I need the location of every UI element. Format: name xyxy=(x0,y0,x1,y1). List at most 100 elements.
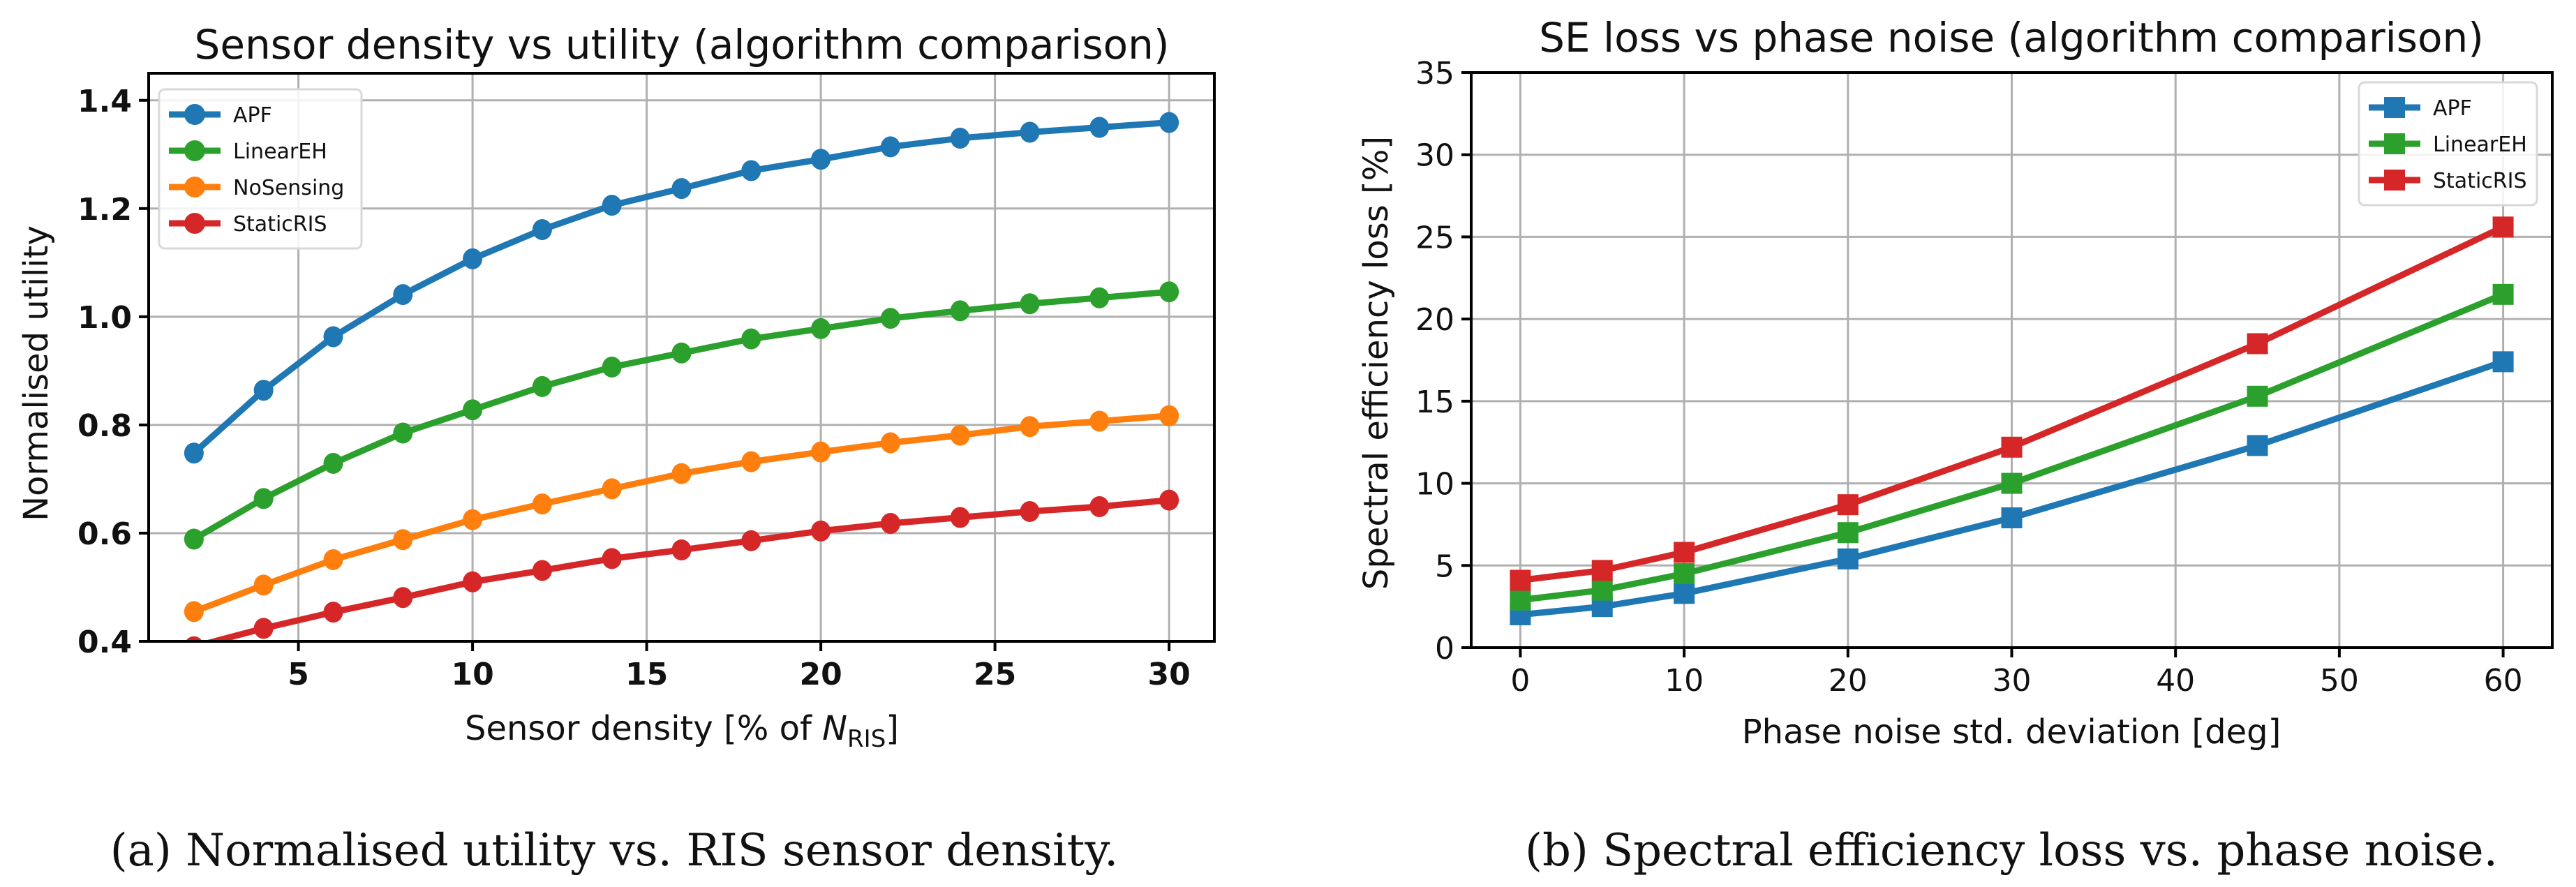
data-point xyxy=(1159,281,1179,303)
data-point xyxy=(880,432,900,454)
series-staticris xyxy=(185,489,1179,641)
data-point xyxy=(2492,216,2514,238)
data-point xyxy=(532,493,552,515)
data-point xyxy=(393,529,413,551)
data-point xyxy=(1020,293,1040,315)
data-point xyxy=(463,248,483,269)
data-point xyxy=(1089,495,1110,517)
data-point xyxy=(1089,117,1110,138)
data-point xyxy=(1674,583,1695,604)
data-point xyxy=(1837,548,1859,569)
legend-item: StaticRIS xyxy=(169,212,327,237)
legend-label: LinearEH xyxy=(233,140,327,164)
y-tick-label: 20 xyxy=(1415,302,1454,338)
legend: APF LinearEH NoSensing StaticRIS xyxy=(158,88,363,250)
data-point xyxy=(1837,522,1859,544)
data-point xyxy=(184,601,204,623)
data-point xyxy=(1159,112,1179,133)
data-point xyxy=(2247,385,2268,407)
y-tick-label: 35 xyxy=(1415,56,1454,91)
legend-item: APF xyxy=(169,103,272,128)
x-tick-label: 10 xyxy=(1665,663,1704,699)
data-point xyxy=(2492,351,2514,373)
data-point xyxy=(741,530,761,551)
x-tick-label: 25 xyxy=(974,657,1016,692)
legend-label: LinearEH xyxy=(2433,133,2527,157)
legend-item: NoSensing xyxy=(169,176,344,200)
data-point xyxy=(253,488,274,509)
x-axis-label-sub: RIS xyxy=(847,725,886,753)
data-point xyxy=(2247,435,2268,456)
data-point xyxy=(602,195,622,216)
y-tick-label: 1.4 xyxy=(77,84,132,119)
x-tick-label: 30 xyxy=(1993,663,2032,699)
y-tick-label: 5 xyxy=(1435,549,1454,584)
data-point xyxy=(950,300,970,322)
series-group xyxy=(184,112,1179,641)
x-tick-label: 5 xyxy=(288,657,309,692)
chart-title: SE loss vs phase noise (algorithm compar… xyxy=(1539,14,2484,61)
legend-label: StaticRIS xyxy=(233,212,327,237)
series-lineareh xyxy=(1510,283,2514,611)
data-point xyxy=(323,549,343,570)
data-point xyxy=(1020,121,1040,143)
data-point xyxy=(1674,542,1695,563)
legend-marker xyxy=(2384,170,2405,191)
y-tick-label: 10 xyxy=(1415,467,1454,502)
legend-label: APF xyxy=(233,103,272,128)
data-point xyxy=(880,136,900,158)
data-point xyxy=(1591,579,1613,601)
data-point xyxy=(253,618,274,639)
y-tick-label: 25 xyxy=(1415,220,1454,255)
data-point xyxy=(1510,589,1531,611)
legend-marker xyxy=(184,177,205,197)
y-tick-label: 0.8 xyxy=(77,408,132,444)
data-point xyxy=(393,587,413,609)
data-point xyxy=(463,509,483,530)
data-point xyxy=(532,375,552,397)
data-point xyxy=(1020,500,1040,522)
data-point xyxy=(2247,333,2268,355)
x-tick-label: 40 xyxy=(2156,663,2195,699)
y-tick-label: 1.2 xyxy=(77,192,132,228)
series-apf xyxy=(1510,351,2514,625)
y-tick-label: 1.0 xyxy=(77,300,132,336)
data-point xyxy=(2001,436,2023,458)
data-point xyxy=(1020,416,1040,438)
data-point xyxy=(741,328,761,350)
ticks: 0 10 20 30 40 50 60 0 5 10 15 20 25 30 35 xyxy=(1415,56,2523,699)
y-tick-label: 0.4 xyxy=(77,625,132,660)
data-point xyxy=(950,128,970,149)
data-point xyxy=(323,452,343,474)
data-point xyxy=(1591,560,1613,581)
data-point xyxy=(1159,405,1179,426)
x-tick-label: 30 xyxy=(1148,657,1191,692)
data-point xyxy=(950,424,970,446)
data-point xyxy=(671,342,692,364)
x-axis-label-prefix: Sensor density [% of xyxy=(465,709,822,748)
data-point xyxy=(323,602,343,623)
x-tick-label: 0 xyxy=(1510,663,1530,699)
x-axis-label: Phase noise std. deviation [deg] xyxy=(1742,713,2281,752)
data-point xyxy=(185,636,202,641)
data-point xyxy=(1510,569,1531,591)
y-tick-label: 0 xyxy=(1435,631,1454,666)
y-axis-label: Normalised utility xyxy=(17,225,56,521)
data-point xyxy=(602,478,622,500)
data-point xyxy=(463,399,483,421)
data-point xyxy=(811,520,831,542)
chart-utility-vs-density: Sensor density vs utility (algorithm com… xyxy=(17,21,1216,877)
x-axis-label-suffix: ] xyxy=(886,709,899,748)
ticks: 5 10 15 20 25 30 0.4 0.6 0.8 1.0 1.2 1.4 xyxy=(77,84,1191,692)
data-point xyxy=(741,451,761,472)
x-tick-label: 60 xyxy=(2484,663,2523,699)
legend-marker xyxy=(2384,133,2405,154)
data-point xyxy=(2001,507,2023,529)
legend-item: StaticRIS xyxy=(2369,169,2527,193)
series-line xyxy=(202,497,1170,641)
data-point xyxy=(671,463,692,484)
legend-label: StaticRIS xyxy=(2433,169,2527,193)
data-point xyxy=(1089,287,1110,308)
data-point xyxy=(671,178,692,200)
